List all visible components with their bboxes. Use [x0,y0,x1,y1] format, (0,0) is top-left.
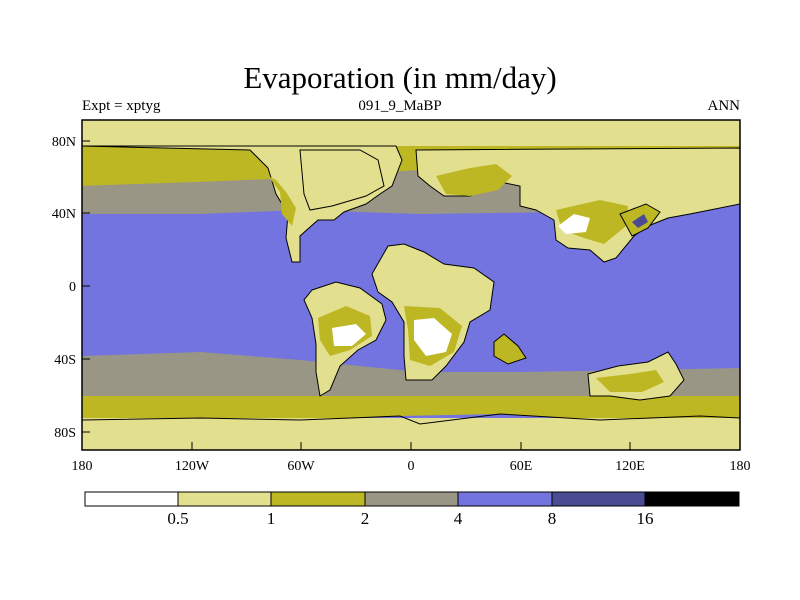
eurasia-dry-spot [558,214,590,234]
north-america-inner [268,176,296,226]
colorbar-swatch [364,491,459,507]
lat-label: 0 [69,280,76,295]
lon-label: 60E [510,459,533,474]
lon-label: 180 [730,459,751,474]
map-plot [81,119,741,451]
experiment-label: Expt = xptyg [82,98,161,114]
colorbar-swatch [457,491,553,507]
period-label: 091_9_MaBP [358,98,442,114]
colorbar-label: 16 [637,509,654,528]
east-asia-island [632,214,648,228]
south-america-dry-spot [332,324,366,346]
lat-label: 40N [52,207,76,222]
colorbar-swatch [644,491,740,507]
colorbar-label: 1 [267,509,276,528]
colorbar-swatch [177,491,272,507]
colorbar-swatch [270,491,366,507]
lon-tick-marks [81,442,741,450]
lon-label: 120E [615,459,645,474]
lat-label: 80S [54,426,76,441]
map-title: Evaporation (in mm/day) [243,60,557,95]
africa-dry-spot [414,318,452,356]
greenland-land [299,149,385,211]
antarctica-outline [81,413,741,425]
colorbar-label: 4 [454,509,463,528]
north-polar-band [82,120,740,146]
lat-label: 80N [52,135,76,150]
colorbar-label: 0.5 [167,509,188,528]
colorbar: 0.5 1 2 4 8 16 [84,491,740,528]
colorbar-label: 8 [548,509,557,528]
colorbar-swatch [84,491,179,507]
lon-label: 0 [408,459,415,474]
colorbar-label: 2 [361,509,370,528]
eurasia-inner-a [436,164,512,196]
lat-label: 40S [54,353,76,368]
lon-label: 180 [72,459,93,474]
colorbar-swatch [551,491,646,507]
lon-tick-labels: 180 120W 60W 0 60E 120E 180 [72,459,751,474]
lon-label: 60W [287,459,315,474]
lon-label: 120W [175,459,210,474]
indian-ocean-island [493,333,527,365]
australia-inner [596,370,664,392]
season-label: ANN [707,98,741,114]
south-subpolar-band [82,396,740,420]
lat-tick-labels: 80N 40N 0 40S 80S [52,135,76,441]
lat-tick-marks [82,140,90,433]
